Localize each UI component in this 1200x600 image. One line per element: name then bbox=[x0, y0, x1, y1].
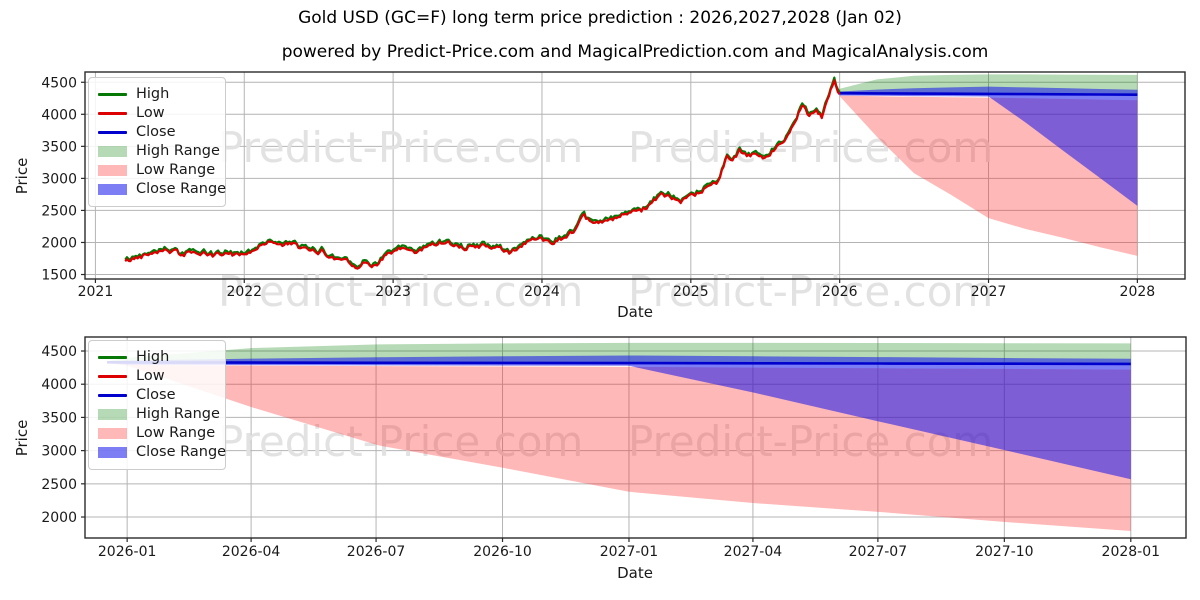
x-tick-label: 2026-10 bbox=[473, 544, 532, 560]
y-tick-label: 3000 bbox=[41, 444, 77, 460]
legend-item-high-range: High Range bbox=[98, 142, 220, 161]
y-tick-label: 3500 bbox=[41, 410, 77, 426]
x-tick-label: 2026-01 bbox=[98, 544, 157, 560]
y-tick-label: 2000 bbox=[41, 235, 77, 251]
legend-patch-swatch bbox=[98, 409, 127, 420]
bottom-chart-legend: High Low Close High Range Low Range Close Ran… bbox=[88, 340, 226, 470]
y-tick-label: 4000 bbox=[41, 107, 77, 123]
x-tick-label: 2023 bbox=[375, 284, 411, 300]
x-tick-label: 2027-01 bbox=[600, 544, 659, 560]
y-tick-label: 3500 bbox=[41, 139, 77, 155]
axes-frames-layer bbox=[84, 71, 1187, 539]
bottom-chart-ylabel: Price bbox=[13, 419, 31, 457]
high-line bbox=[124, 76, 841, 269]
legend-label: Close Range bbox=[136, 444, 227, 460]
low-line bbox=[124, 79, 841, 270]
figure-title: Gold USD (GC=F) long term price predicti… bbox=[298, 8, 902, 28]
watermark-text: Predict-Price.com bbox=[628, 267, 993, 316]
y-tick-label: 4500 bbox=[41, 75, 77, 91]
legend-patch-swatch bbox=[98, 428, 127, 439]
close-range-area bbox=[839, 86, 1138, 206]
legend-item-low: Low bbox=[98, 367, 216, 386]
legend-line-swatch bbox=[98, 131, 127, 134]
legend-line-swatch bbox=[98, 394, 127, 397]
legend-label: Low bbox=[136, 105, 165, 121]
legend-label: Close bbox=[136, 124, 176, 140]
x-tick-label: 2022 bbox=[226, 284, 262, 300]
top-chart-legend: High Low Close High Range Low Range Close Ran… bbox=[88, 77, 226, 207]
range-bands-layer bbox=[107, 74, 1138, 531]
watermark-text: Predict-Price.com bbox=[218, 123, 583, 172]
legend-label: High bbox=[136, 349, 170, 365]
close-range-area bbox=[107, 355, 1131, 480]
legend-label: High Range bbox=[136, 406, 220, 422]
legend-item-high: High bbox=[98, 348, 216, 367]
x-tick-label: 2028 bbox=[1120, 284, 1156, 300]
axes-frame bbox=[84, 336, 1187, 539]
legend-label: High bbox=[136, 86, 170, 102]
legend-patch-swatch bbox=[98, 184, 127, 195]
watermark-text: Predict-Price.com bbox=[218, 267, 583, 316]
legend-item-close: Close bbox=[98, 386, 216, 405]
watermark-text: Predict-Price.com bbox=[628, 123, 993, 172]
legend-line-swatch bbox=[98, 356, 127, 359]
x-tick-label: 2027-10 bbox=[975, 544, 1034, 560]
x-tick-label: 2024 bbox=[524, 284, 560, 300]
top-chart-xlabel: Date bbox=[617, 303, 653, 321]
legend-item-low-range: Low Range bbox=[98, 161, 216, 180]
legend-label: Low Range bbox=[136, 425, 216, 441]
x-tick-label: 2027-04 bbox=[724, 544, 783, 560]
legend-item-high-range: High Range bbox=[98, 405, 220, 424]
legend-item-low: Low bbox=[98, 104, 216, 123]
watermark-layer: Predict-Price.com Predict-Price.com Predic… bbox=[218, 123, 993, 466]
close-line bbox=[838, 91, 1138, 96]
legend-patch-swatch bbox=[98, 447, 127, 458]
legend-item-close-range: Close Range bbox=[98, 180, 226, 199]
x-tick-label: 2026-04 bbox=[222, 544, 281, 560]
y-tick-label: 2500 bbox=[41, 203, 77, 219]
y-tick-label: 2000 bbox=[41, 510, 77, 526]
y-tick-label: 4000 bbox=[41, 377, 77, 393]
legend-item-close-range: Close Range bbox=[98, 443, 226, 462]
x-tick-label: 2026-07 bbox=[347, 544, 406, 560]
legend-label: Close bbox=[136, 387, 176, 403]
x-tick-label: 2026 bbox=[822, 284, 858, 300]
top-chart-ylabel: Price bbox=[13, 157, 31, 195]
legend-label: High Range bbox=[136, 143, 220, 159]
legend-label: Close Range bbox=[136, 181, 227, 197]
close-line bbox=[107, 361, 1131, 366]
axes-frame bbox=[84, 71, 1186, 280]
watermark-text: Predict-Price.com bbox=[218, 417, 583, 466]
x-tick-label: 2025 bbox=[673, 284, 709, 300]
legend-item-close: Close bbox=[98, 123, 216, 142]
y-tick-label: 3000 bbox=[41, 171, 77, 187]
y-tick-label: 4500 bbox=[41, 344, 77, 360]
legend-item-low-range: Low Range bbox=[98, 424, 216, 443]
powered-by-subtitle: powered by Predict-Price.com and Magical… bbox=[281, 42, 989, 62]
legend-label: Low Range bbox=[136, 162, 216, 178]
y-tick-label: 1500 bbox=[41, 268, 77, 284]
bottom-chart-xlabel: Date bbox=[617, 564, 653, 582]
legend-item-high: High bbox=[98, 85, 216, 104]
x-tick-label: 2021 bbox=[78, 284, 114, 300]
legend-label: Low bbox=[136, 368, 165, 384]
tick-labels-layer: 2021 2022 2023 2024 2025 2026 2027 2028 1500 2000… bbox=[41, 75, 1160, 560]
legend-line-swatch bbox=[98, 112, 127, 115]
x-tick-label: 2027-07 bbox=[849, 544, 908, 560]
legend-line-swatch bbox=[98, 375, 127, 378]
legend-patch-swatch bbox=[98, 165, 127, 176]
y-tick-label: 2500 bbox=[41, 477, 77, 493]
x-tick-label: 2027 bbox=[971, 284, 1007, 300]
legend-patch-swatch bbox=[98, 146, 127, 157]
legend-line-swatch bbox=[98, 93, 127, 96]
x-tick-label: 2028-01 bbox=[1102, 544, 1161, 560]
